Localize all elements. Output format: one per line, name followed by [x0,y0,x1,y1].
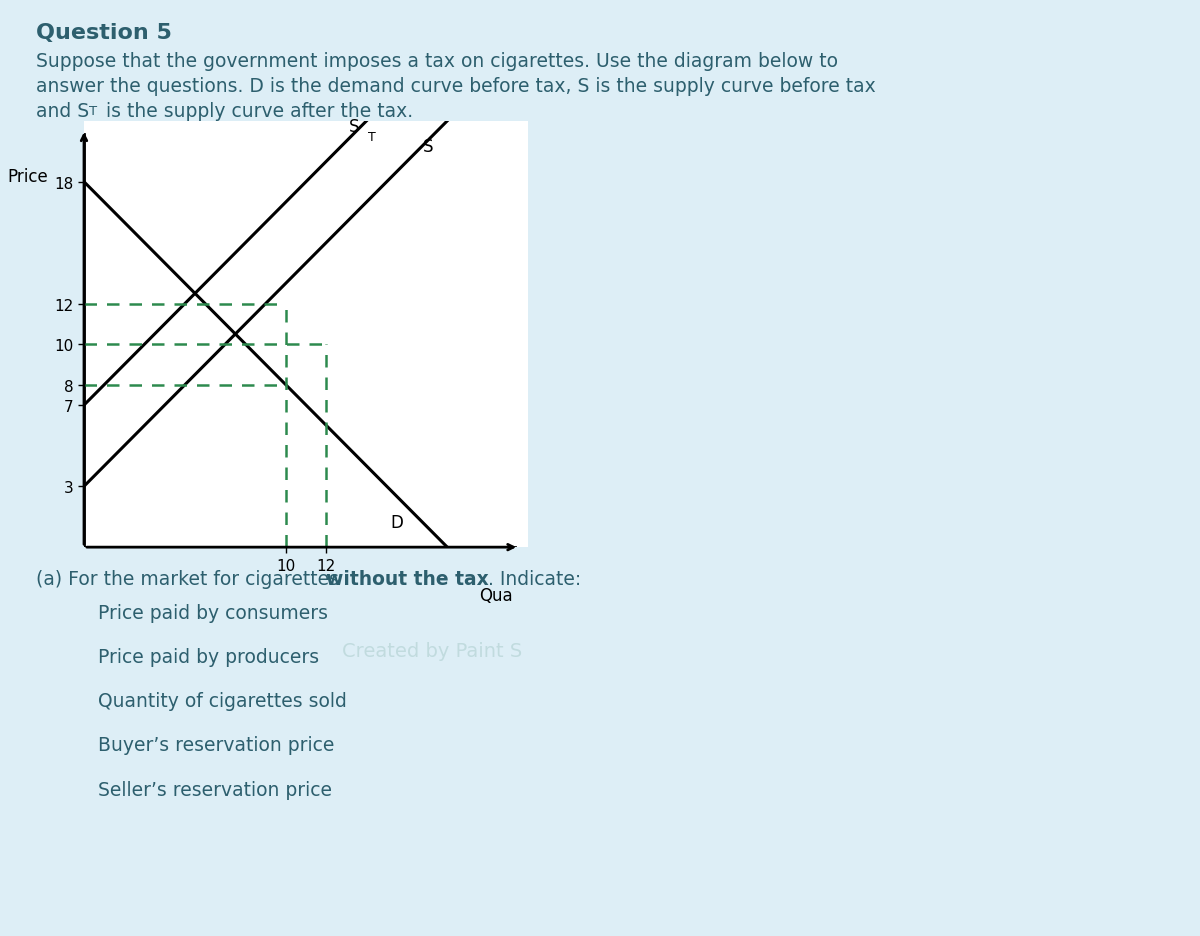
Text: Seller’s reservation price: Seller’s reservation price [98,780,332,798]
Text: Quantity of cigarettes sold: Quantity of cigarettes sold [98,692,347,710]
Text: without the tax: without the tax [326,569,490,588]
Text: and S: and S [36,102,89,121]
Text: S: S [424,139,433,156]
Text: (a) For the market for cigarettes: (a) For the market for cigarettes [36,569,346,588]
Text: Price paid by producers: Price paid by producers [98,648,319,666]
Text: Created by Paint S: Created by Paint S [342,641,522,660]
Text: T: T [367,131,376,144]
Text: Question 5: Question 5 [36,23,172,43]
Text: Qua: Qua [479,586,512,604]
Text: answer the questions. D is the demand curve before tax, S is the supply curve be: answer the questions. D is the demand cu… [36,77,876,95]
Text: D: D [391,513,403,532]
Text: Suppose that the government imposes a tax on cigarettes. Use the diagram below t: Suppose that the government imposes a ta… [36,51,838,70]
Text: Buyer’s reservation price: Buyer’s reservation price [98,736,335,754]
Text: Price: Price [7,168,48,186]
Text: . Indicate:: . Indicate: [488,569,582,588]
Text: is the supply curve after the tax.: is the supply curve after the tax. [100,102,413,121]
Text: T: T [89,105,97,118]
Text: S: S [348,118,359,136]
Text: Price paid by consumers: Price paid by consumers [98,604,329,622]
